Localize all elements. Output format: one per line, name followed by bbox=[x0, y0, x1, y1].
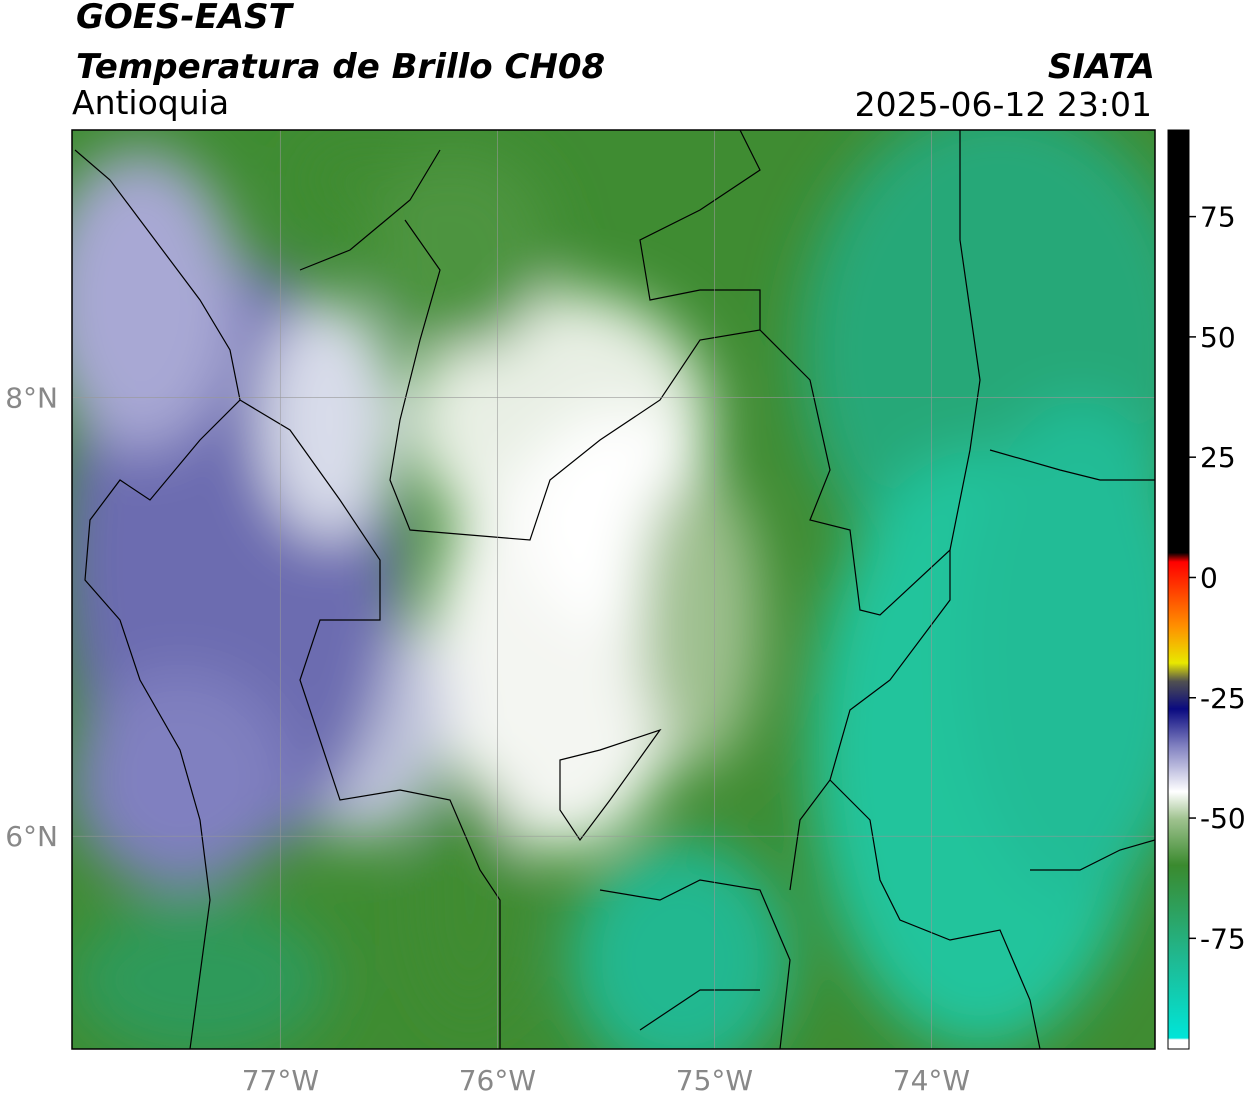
colorbar-tick-label: 50 bbox=[1200, 321, 1236, 354]
x-tick-label: 77°W bbox=[242, 1064, 319, 1097]
colorbar-tick-label: 75 bbox=[1200, 201, 1236, 234]
colorbar-tick-label: -75 bbox=[1200, 922, 1246, 955]
y-tick-label: 8°N bbox=[5, 382, 58, 415]
region: Antioquia bbox=[72, 83, 229, 122]
x-tick-label: 75°W bbox=[676, 1064, 753, 1097]
subtitle: Temperatura de Brillo CH08 bbox=[76, 47, 605, 87]
colorbar-tick-label: 0 bbox=[1200, 561, 1218, 594]
colorbar-tick-label: 25 bbox=[1200, 441, 1236, 474]
y-tick-label: 6°N bbox=[5, 820, 58, 853]
borders bbox=[74, 130, 1155, 1049]
datetime: 2025-06-12 23:01 bbox=[855, 85, 1152, 124]
title: GOES-EAST bbox=[76, 0, 295, 37]
map-frame bbox=[71, 129, 1156, 1050]
colorbar-tick-label: -25 bbox=[1200, 682, 1246, 715]
satellite-image bbox=[72, 130, 1155, 1049]
x-tick-label: 74°W bbox=[893, 1064, 970, 1097]
grid bbox=[72, 130, 1155, 1049]
colorbar-tick-label: -50 bbox=[1200, 802, 1246, 835]
source: SIATA bbox=[1048, 47, 1155, 87]
x-tick-label: 76°W bbox=[459, 1064, 536, 1097]
colorbar bbox=[1167, 129, 1190, 1050]
